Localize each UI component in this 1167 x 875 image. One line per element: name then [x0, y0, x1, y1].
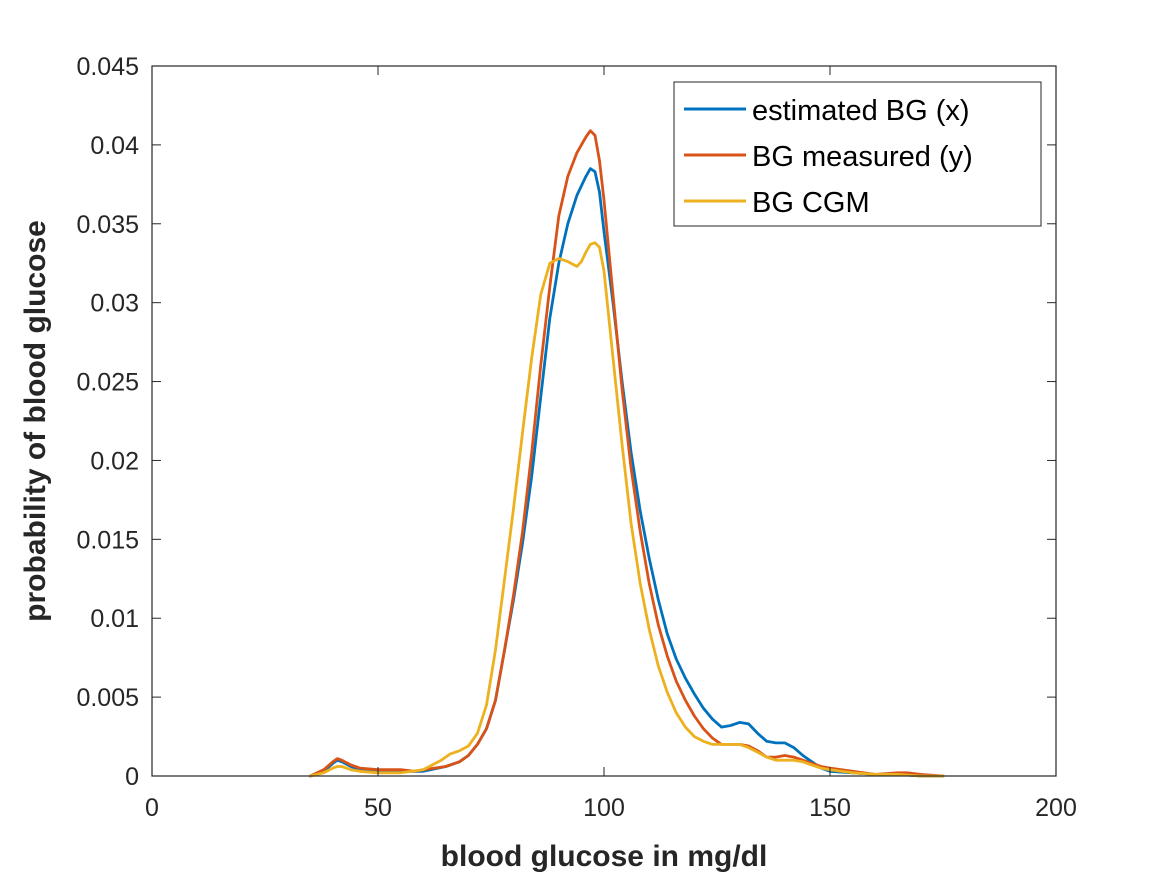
series-layer: [308, 129, 945, 778]
x-tick-label: 200: [1035, 794, 1077, 822]
x-tick-label: 150: [809, 794, 851, 822]
y-tick-label: 0.03: [90, 290, 139, 318]
y-tick-label: 0.01: [90, 605, 139, 633]
x-tick-label: 50: [364, 794, 392, 822]
legend-label-estimated: estimated BG (x): [752, 95, 970, 127]
series-line-2: [308, 241, 945, 778]
legend: estimated BG (x) BG measured (y) BG CGM: [673, 81, 1042, 227]
y-tick-label: 0.045: [76, 53, 139, 81]
y-tick-label: 0.005: [76, 684, 139, 712]
y-tick-label: 0: [125, 763, 139, 791]
y-tick-label: 0.04: [90, 132, 139, 160]
y-tick-label: 0.015: [76, 526, 139, 554]
x-tick-label: 0: [145, 794, 159, 822]
y-axis-title: probability of blood glucose: [19, 220, 52, 622]
y-tick-label: 0.025: [76, 369, 139, 397]
y-tick-label: 0.035: [76, 211, 139, 239]
ticks-layer: 0 50 100 150 200 0 0.005 0.01 0.015 0.02 0.025 0.03…: [76, 53, 1076, 822]
legend-label-cgm: BG CGM: [752, 187, 870, 219]
y-tick-label: 0.02: [90, 447, 139, 475]
legend-label-measured: BG measured (y): [752, 141, 973, 173]
x-axis-title: blood glucose in mg/dl: [441, 840, 768, 873]
x-tick-label: 100: [583, 794, 625, 822]
